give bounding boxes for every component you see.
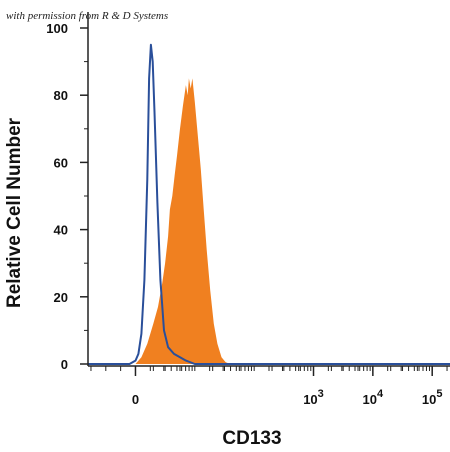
y-tick-label: 40 — [54, 223, 68, 238]
y-axis-title: Relative Cell Number — [4, 117, 25, 308]
permission-note: with permission from R & D Systems — [6, 10, 168, 22]
y-tick-label: 0 — [61, 357, 68, 372]
x-axis: 0 103 104 105 — [88, 365, 450, 407]
y-tick-label: 60 — [54, 155, 68, 170]
x-tick-label: 104 — [363, 388, 384, 407]
y-tick-label: 100 — [46, 21, 68, 36]
isotype-control-histogram — [88, 43, 450, 365]
plot-area — [88, 43, 450, 365]
y-axis: 0 20 40 60 80 100 — [46, 12, 89, 372]
x-axis-title: CD133 — [222, 428, 281, 449]
y-tick-label: 20 — [54, 290, 68, 305]
x-tick-label: 0 — [132, 392, 139, 407]
x-tick-label: 103 — [303, 388, 324, 407]
watermark: with permission from R & D Systems — [6, 10, 168, 22]
y-tick-label: 80 — [54, 88, 68, 103]
cd133-stained-histogram — [88, 78, 450, 365]
x-tick-label: 105 — [422, 388, 443, 407]
